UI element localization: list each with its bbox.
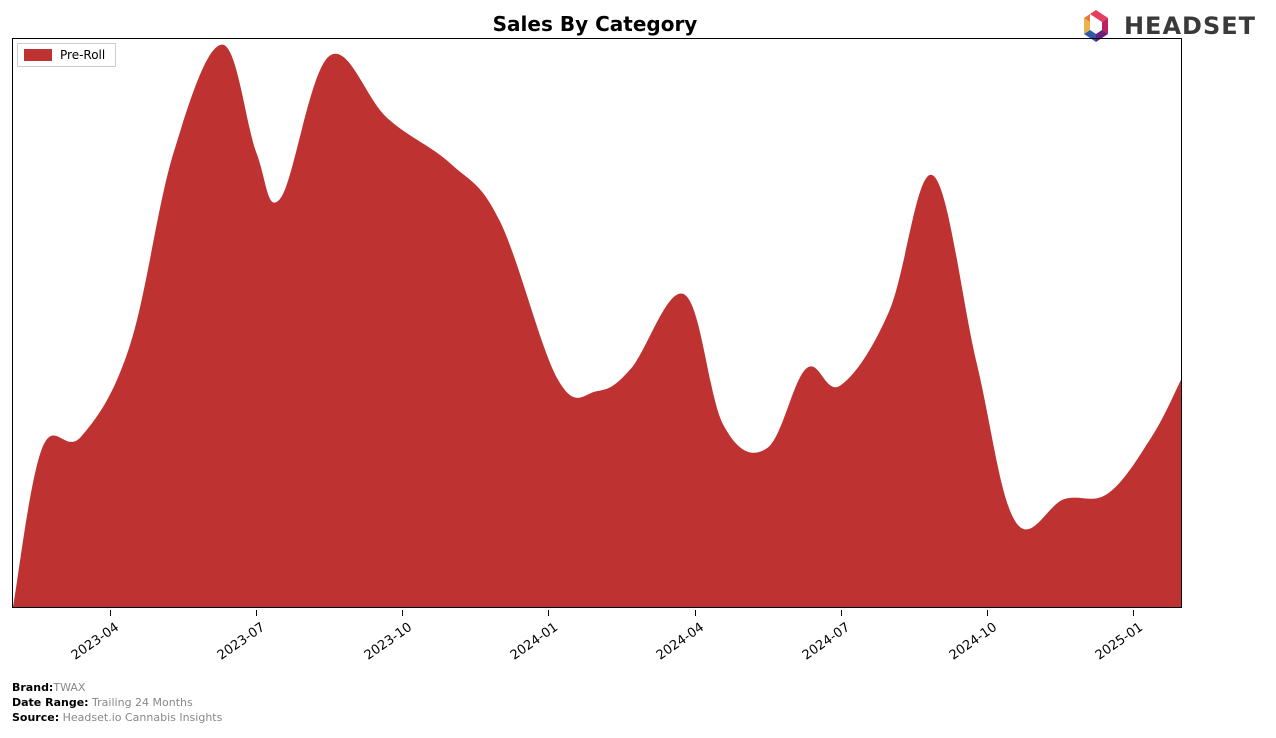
x-tick-label: 2024-10 bbox=[946, 620, 999, 663]
x-tick bbox=[548, 610, 549, 616]
x-tick bbox=[256, 610, 257, 616]
legend-box: Pre-Roll bbox=[17, 43, 116, 67]
x-tick bbox=[110, 610, 111, 616]
x-tick-label: 2025-01 bbox=[1093, 620, 1146, 663]
x-tick-label: 2023-10 bbox=[361, 620, 414, 663]
x-tick-label: 2024-01 bbox=[508, 620, 561, 663]
x-tick bbox=[841, 610, 842, 616]
x-tick-label: 2023-04 bbox=[69, 620, 122, 663]
x-tick bbox=[987, 610, 988, 616]
footer-meta: Brand:TWAX Date Range: Trailing 24 Month… bbox=[12, 681, 222, 726]
legend-swatch-preroll bbox=[24, 49, 52, 61]
x-axis-labels: 2023-04 2023-07 2023-10 2024-01 2024-04 2024-… bbox=[12, 610, 1212, 680]
headset-logo-text: HEADSET bbox=[1124, 12, 1256, 40]
footer-source: Source: Headset.io Cannabis Insights bbox=[12, 711, 222, 726]
x-tick-label: 2024-04 bbox=[654, 620, 707, 663]
x-tick bbox=[402, 610, 403, 616]
chart-container: Sales By Category HEADSET Pre-Roll 2023-… bbox=[0, 0, 1276, 738]
footer-daterange: Date Range: Trailing 24 Months bbox=[12, 696, 222, 711]
plot-area bbox=[12, 38, 1182, 608]
x-tick-label: 2023-07 bbox=[215, 620, 268, 663]
x-tick bbox=[695, 610, 696, 616]
chart-title: Sales By Category bbox=[0, 12, 1190, 36]
x-tick bbox=[1133, 610, 1134, 616]
footer-brand: Brand:TWAX bbox=[12, 681, 222, 696]
legend-label-preroll: Pre-Roll bbox=[60, 48, 105, 62]
area-series-preroll bbox=[13, 45, 1181, 607]
x-tick-label: 2024-07 bbox=[800, 620, 853, 663]
